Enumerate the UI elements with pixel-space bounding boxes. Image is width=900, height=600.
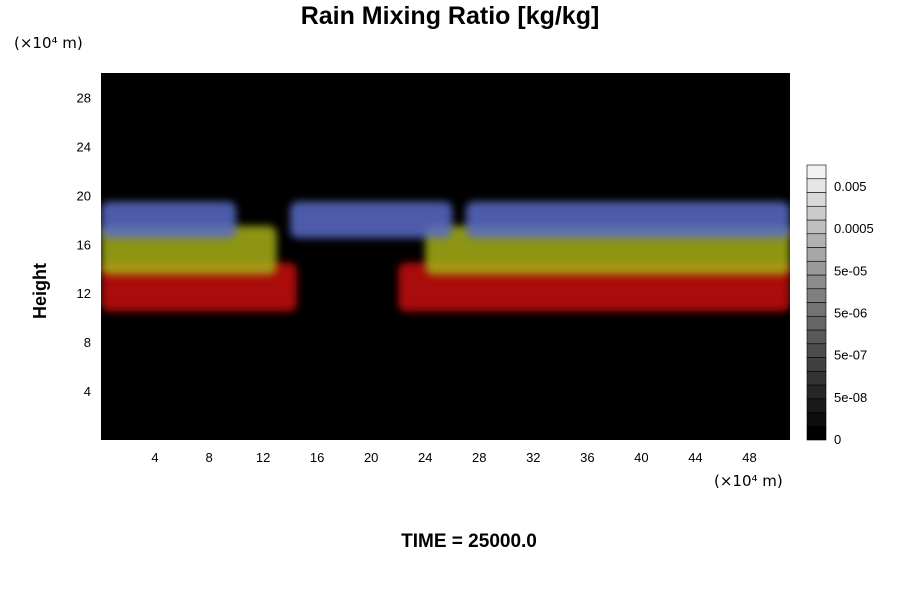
colorbar-swatch — [806, 233, 827, 248]
x-tick-label: 4 — [151, 450, 158, 465]
colorbar-swatch — [806, 398, 827, 413]
colorbar-swatch — [806, 357, 827, 372]
colorbar-swatch — [806, 412, 827, 427]
x-axis-unit: (×10⁴ m) — [714, 472, 783, 490]
y-tick-label: 16 — [77, 237, 91, 252]
colorbar-swatch — [806, 315, 827, 331]
y-tick-label: 28 — [77, 90, 91, 105]
colorbar-tick-label: 0 — [834, 432, 841, 447]
y-tick-label: 20 — [77, 188, 91, 203]
band-blue-0 — [101, 201, 237, 239]
y-tick-label: 12 — [77, 286, 91, 301]
colorbar-swatch — [806, 329, 827, 345]
x-tick-label: 16 — [310, 450, 324, 465]
colorbar: 0 5e-08 5e-07 5e-06 5e-05 0.0005 0.005 — [806, 164, 874, 447]
x-tick-label: 20 — [364, 450, 378, 465]
time-label: TIME = 25000.0 — [401, 531, 537, 552]
colorbar-swatch — [806, 192, 827, 207]
y-tick-label: 8 — [84, 335, 91, 350]
colorbar-swatch — [806, 274, 827, 290]
x-tick-label: 40 — [634, 450, 648, 465]
colorbar-swatch — [806, 178, 827, 193]
band-blue-1 — [290, 201, 453, 239]
colorbar-swatch — [806, 343, 827, 358]
colorbar-tick-label: 0.005 — [834, 179, 867, 194]
colorbar-tick-label: 0.0005 — [834, 221, 874, 236]
colorbar-swatch — [806, 219, 827, 235]
colorbar-swatch — [806, 247, 827, 262]
colorbar-swatch — [806, 205, 827, 221]
x-tick-label: 36 — [580, 450, 594, 465]
band-yellow-0 — [101, 225, 277, 275]
band-yellow-1 — [425, 225, 790, 275]
colorbar-swatch — [806, 260, 827, 276]
x-tick-label: 32 — [526, 450, 540, 465]
band-blue-2 — [465, 201, 790, 239]
colorbar-swatch — [806, 288, 827, 303]
y-axis-ticks: 4 8 12 16 20 24 28 — [77, 90, 91, 399]
y-tick-label: 4 — [84, 384, 91, 399]
y-axis-unit: (×10⁴ m) — [14, 34, 83, 52]
colorbar-swatch — [806, 164, 827, 180]
x-tick-label: 12 — [256, 450, 270, 465]
colorbar-swatch — [806, 302, 827, 317]
colorbar-tick-label: 5e-05 — [834, 263, 867, 278]
x-tick-label: 24 — [418, 450, 432, 465]
colorbar-tick-label: 5e-08 — [834, 390, 867, 405]
y-tick-label: 24 — [77, 139, 91, 154]
rain-field — [101, 201, 790, 312]
colorbar-swatch — [806, 384, 827, 400]
colorbar-swatch — [806, 370, 827, 386]
colorbar-tick-label: 5e-06 — [834, 306, 867, 321]
x-tick-label: 48 — [742, 450, 756, 465]
x-tick-label: 44 — [688, 450, 702, 465]
x-tick-label: 8 — [205, 450, 212, 465]
colorbar-tick-label: 5e-07 — [834, 348, 867, 363]
colorbar-swatch — [806, 425, 827, 441]
x-tick-label: 28 — [472, 450, 486, 465]
x-axis-ticks: 4 8 12 16 20 24 28 32 36 40 44 48 — [151, 450, 756, 465]
chart-title: Rain Mixing Ratio [kg/kg] — [300, 2, 600, 30]
